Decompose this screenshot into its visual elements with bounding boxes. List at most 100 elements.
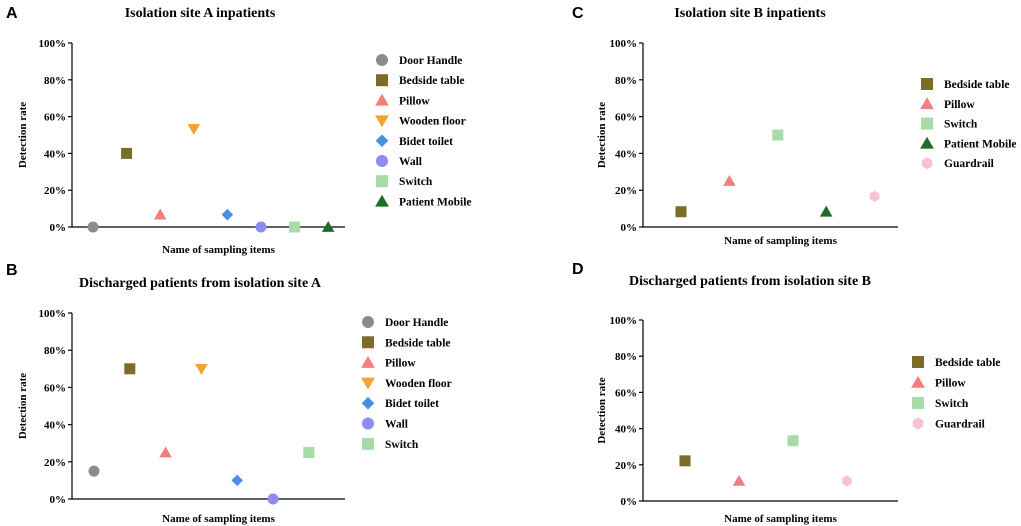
data-point-guardrail <box>869 190 880 202</box>
y-axis-title: Detection rate <box>17 373 29 439</box>
data-point-bidet-toilet <box>231 474 243 487</box>
y-tick-label: 40% <box>44 420 66 432</box>
data-point-door-handle <box>88 465 100 477</box>
data-point-pillow <box>159 446 172 458</box>
y-tick-label: 80% <box>44 345 66 357</box>
data-point-patient-mobile <box>819 205 833 217</box>
y-tick-label: 60% <box>44 382 66 394</box>
data-point-wall <box>255 221 267 233</box>
legend-marker-wall <box>362 417 374 430</box>
y-tick-label: 40% <box>615 148 637 160</box>
data-point-wooden-floor <box>187 124 201 135</box>
data-point-bedside-table <box>124 363 136 375</box>
legend-marker-bedside-table <box>912 356 924 368</box>
legend-marker-switch <box>912 397 924 409</box>
legend-marker-guardrail <box>921 157 933 170</box>
data-point-bidet-toilet <box>221 208 234 221</box>
legend-label-switch: Switch <box>385 439 419 451</box>
y-tick-label: 0% <box>621 496 638 508</box>
x-axis-title: Name of sampling items <box>724 513 837 525</box>
y-tick-label: 0% <box>50 494 67 506</box>
legend-marker-patient-mobile <box>920 136 934 149</box>
legend-marker-pillow <box>920 97 934 110</box>
y-tick-label: 40% <box>44 148 66 160</box>
chart-panel-a: A Isolation site A inpatients 0% 20% 40% 60% 8… <box>6 5 472 256</box>
y-tick-label: 0% <box>621 222 638 234</box>
legend-marker-bedside-table <box>376 74 388 87</box>
legend-label-door-handle: Door Handle <box>385 317 448 329</box>
legend-label-wooden-floor: Wooden floor <box>385 378 452 390</box>
data-point-switch <box>772 129 784 141</box>
legend-marker-patient-mobile <box>375 194 389 207</box>
legend-label-pillow: Pillow <box>944 99 975 111</box>
legend-marker-bidet-toilet <box>375 134 389 148</box>
x-axis-title: Name of sampling items <box>162 513 275 525</box>
legend-marker-pillow <box>361 356 375 368</box>
legend-label-pillow: Pillow <box>385 358 416 370</box>
legend-label-bedside-table: Bedside table <box>385 337 451 349</box>
y-tick-label: 100% <box>610 315 638 327</box>
panel-letter: C <box>572 5 584 22</box>
legend-label-wooden-floor: Wooden floor <box>399 116 466 128</box>
legend-marker-wooden-floor <box>375 115 389 128</box>
legend-marker-door-handle <box>376 54 388 66</box>
legend-label-bidet-toilet: Bidet toilet <box>399 136 453 148</box>
data-point-bedside-table <box>679 455 691 467</box>
data-point-switch <box>303 447 315 458</box>
legend-label-wall: Wall <box>385 419 408 431</box>
panel-letter: D <box>572 261 584 278</box>
y-tick-label: 40% <box>615 424 637 436</box>
data-point-bedside-table <box>675 206 687 218</box>
y-tick-label: 80% <box>615 75 637 87</box>
legend-label-door-handle: Door Handle <box>399 55 462 67</box>
chart-title: Discharged patients from isolation site … <box>629 274 871 289</box>
panel-letter: A <box>6 5 18 22</box>
legend-label-patient-mobile: Patient Mobile <box>944 138 1017 150</box>
legend-label-bedside-table: Bedside table <box>944 79 1010 91</box>
chart-panel-b: B Discharged patients from isolation site… <box>6 262 452 525</box>
y-tick-label: 20% <box>44 457 66 469</box>
y-tick-label: 20% <box>615 185 637 197</box>
legend-label-switch: Switch <box>935 398 969 410</box>
x-axis-title: Name of sampling items <box>162 244 275 256</box>
y-axis-title: Detection rate <box>17 102 29 168</box>
y-tick-label: 80% <box>615 351 637 363</box>
legend-marker-wooden-floor <box>361 377 375 390</box>
data-point-patient-mobile <box>321 220 335 232</box>
data-point-pillow <box>723 174 736 186</box>
legend-marker-bidet-toilet <box>361 396 375 410</box>
data-point-wall <box>267 493 279 505</box>
y-axis-title: Detection rate <box>596 102 608 168</box>
legend-marker-wall <box>376 155 388 167</box>
data-point-switch <box>787 435 799 447</box>
legend-label-bedside-table: Bedside table <box>935 357 1001 369</box>
y-tick-label: 60% <box>615 387 637 399</box>
legend-marker-pillow <box>911 375 925 388</box>
panel-letter: B <box>6 262 18 279</box>
y-tick-label: 100% <box>39 38 67 50</box>
legend-label-bidet-toilet: Bidet toilet <box>385 398 439 410</box>
legend-label-bedside-table: Bedside table <box>399 75 465 87</box>
chart-panel-c: C Isolation site B inpatients 0% 20% 40% 60% 8… <box>572 5 1017 247</box>
chart-title: Discharged patients from isolation site … <box>79 276 322 291</box>
legend-label-pillow: Pillow <box>935 378 966 390</box>
y-tick-label: 20% <box>615 460 637 472</box>
legend-marker-switch <box>362 437 374 450</box>
legend-label-guardrail: Guardrail <box>935 419 985 431</box>
y-tick-label: 60% <box>44 112 66 124</box>
legend-label-switch: Switch <box>399 176 433 188</box>
chart-title: Isolation site A inpatients <box>125 6 276 21</box>
legend-label-patient-mobile: Patient Mobile <box>399 196 472 208</box>
y-tick-label: 100% <box>610 38 638 50</box>
y-tick-label: 20% <box>44 185 66 197</box>
chart-panel-d: D Discharged patients from isolation site… <box>572 261 1001 525</box>
legend-marker-switch <box>921 117 933 130</box>
data-point-door-handle <box>87 221 99 233</box>
x-axis-title: Name of sampling items <box>724 235 837 247</box>
y-tick-label: 80% <box>44 75 66 87</box>
legend-marker-pillow <box>375 93 389 106</box>
data-point-pillow <box>153 208 167 220</box>
data-point-pillow <box>732 474 746 486</box>
legend-marker-guardrail <box>912 417 924 430</box>
